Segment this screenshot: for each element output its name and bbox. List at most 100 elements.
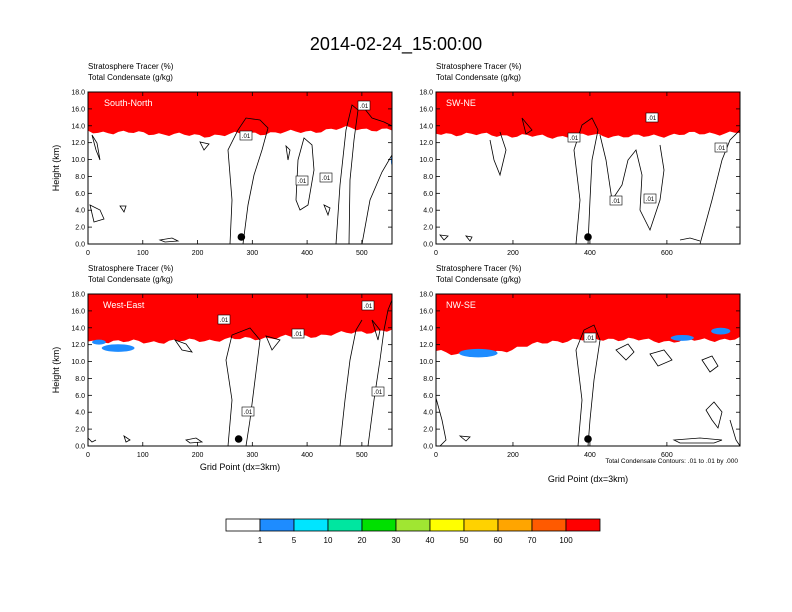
y-tick-label: 16.0	[71, 308, 85, 315]
y-tick-label: 4.0	[75, 410, 85, 417]
x-tick-label: 100	[137, 250, 149, 257]
x-tick-label: 100	[137, 452, 149, 459]
x-axis-label: Grid Point (dx=3km)	[200, 462, 280, 472]
x-tick-label: 200	[192, 250, 204, 257]
x-tick-label: 600	[661, 452, 673, 459]
contour-label: .01	[220, 318, 229, 324]
colorbar-swatch	[361, 518, 397, 532]
colorbar-label: 20	[358, 536, 367, 545]
contour-label-box	[217, 314, 231, 325]
y-tick-label: 16.0	[71, 106, 85, 113]
contour-footnote: Total Condensate Contours: .01 to .01 by…	[605, 458, 738, 465]
contour-label-box	[319, 172, 333, 183]
x-tick-label: 600	[661, 250, 673, 257]
colorbar-swatch	[259, 518, 295, 532]
y-tick-label: 0.0	[423, 242, 433, 249]
y-tick-label: 0.0	[423, 444, 433, 451]
y-tick-label: 2.0	[423, 427, 433, 434]
contour-label-box	[295, 175, 309, 186]
panel-subtitle-condensate: Total Condensate (g/kg)	[88, 73, 173, 82]
x-tick-label: 200	[507, 250, 519, 257]
colorbar-label: 1	[258, 536, 263, 545]
tracer-blob	[459, 348, 498, 358]
colorbar-swatch	[327, 518, 363, 532]
y-tick-label: 6.0	[75, 191, 85, 198]
contour-label: .01	[322, 176, 331, 182]
contour-label-box	[239, 130, 253, 141]
y-tick-label: 18.0	[71, 292, 85, 299]
panel-sw-ne: 0 200 400 600 0.0 2.0 4.0 6.0 8.0 10.0 12.0 14.0 16.…	[419, 62, 741, 257]
panel-label-south-north: South-North	[104, 98, 153, 108]
contour-label-box	[241, 406, 255, 417]
y-tick-label: 2.0	[75, 427, 85, 434]
y-tick-label: 4.0	[423, 208, 433, 215]
y-tick-label: 6.0	[75, 393, 85, 400]
x-tick-label: 200	[507, 452, 519, 459]
y-tick-label: 0.0	[75, 444, 85, 451]
tracer-blob	[92, 339, 106, 345]
panel-label-sw-ne: SW-NE	[446, 98, 476, 108]
contour-label-box	[567, 132, 581, 143]
y-tick-label: 10.0	[419, 157, 433, 164]
y-tick-label: 8.0	[75, 174, 85, 181]
contour-label-box	[291, 328, 305, 339]
y-tick-label: 12.0	[419, 140, 433, 147]
x-tick-label: 300	[246, 250, 258, 257]
contour-label: .01	[364, 304, 373, 310]
y-tick-label: 8.0	[423, 376, 433, 383]
y-tick-label: 12.0	[71, 140, 85, 147]
colorbar-label: 50	[460, 536, 469, 545]
contour-label: .01	[717, 146, 726, 152]
contour-label: .01	[586, 336, 595, 342]
tracer-band	[436, 92, 740, 139]
x-tick-label: 500	[356, 452, 368, 459]
y-tick-label: 12.0	[71, 342, 85, 349]
y-tick-label: 16.0	[419, 106, 433, 113]
x-tick-label: 0	[434, 452, 438, 459]
colorbar-label: 100	[559, 536, 573, 545]
contour-label-box	[714, 142, 728, 153]
location-marker	[237, 233, 246, 241]
x-tick-label: 400	[584, 250, 596, 257]
y-tick-label: 14.0	[419, 325, 433, 332]
contour-label-box	[357, 100, 371, 111]
panel-subtitle-condensate: Total Condensate (g/kg)	[436, 73, 521, 82]
y-tick-label: 4.0	[423, 410, 433, 417]
x-tick-label: 0	[434, 250, 438, 257]
contour-label: .01	[298, 179, 307, 185]
x-tick-label: 400	[584, 452, 596, 459]
colorbar-label: 10	[324, 536, 333, 545]
panel-label-nw-se: NW-SE	[446, 300, 476, 310]
y-tick-label: 18.0	[419, 292, 433, 299]
contour-label-box	[645, 112, 659, 123]
y-tick-label: 8.0	[75, 376, 85, 383]
x-tick-label: 200	[192, 452, 204, 459]
figure-title: 2014-02-24_15:00:00	[310, 34, 482, 55]
contour-label: .01	[360, 104, 369, 110]
y-tick-label: 6.0	[423, 393, 433, 400]
y-tick-label: 10.0	[71, 157, 85, 164]
location-marker	[584, 233, 592, 241]
colorbar-swatch	[429, 518, 465, 532]
y-tick-label: 4.0	[75, 208, 85, 215]
colorbar-label: 40	[426, 536, 435, 545]
y-tick-label: 16.0	[419, 308, 433, 315]
panel-south-north: 0 100 200 300 400 500 0.0 2.0 4.0 6.0 8.0 10.0 12.0 1…	[51, 62, 393, 257]
y-tick-label: 2.0	[75, 225, 85, 232]
colorbar-label: 70	[528, 536, 537, 545]
y-tick-label: 18.0	[71, 90, 85, 97]
colorbar-swatch	[565, 518, 601, 532]
panel-west-east: 0 100 200 300 400 500 0.0 2.0 4.0 6.0 8.0 10.0 12.0 1…	[51, 264, 393, 472]
panel-nw-se: 0 200 400 600 0.0 2.0 4.0 6.0 8.0 10.0 12.0 14.0 16.…	[419, 264, 741, 484]
contour-label: .01	[648, 116, 657, 122]
y-axis-label: Height (km)	[51, 145, 61, 192]
location-marker	[234, 435, 243, 443]
colorbar-label: 60	[494, 536, 503, 545]
contour-label: .01	[612, 199, 621, 205]
tracer-band	[88, 92, 392, 138]
colorbar-swatch	[463, 518, 499, 532]
x-tick-label: 400	[301, 250, 313, 257]
tracer-blob	[670, 334, 694, 341]
y-tick-label: 14.0	[71, 123, 85, 130]
